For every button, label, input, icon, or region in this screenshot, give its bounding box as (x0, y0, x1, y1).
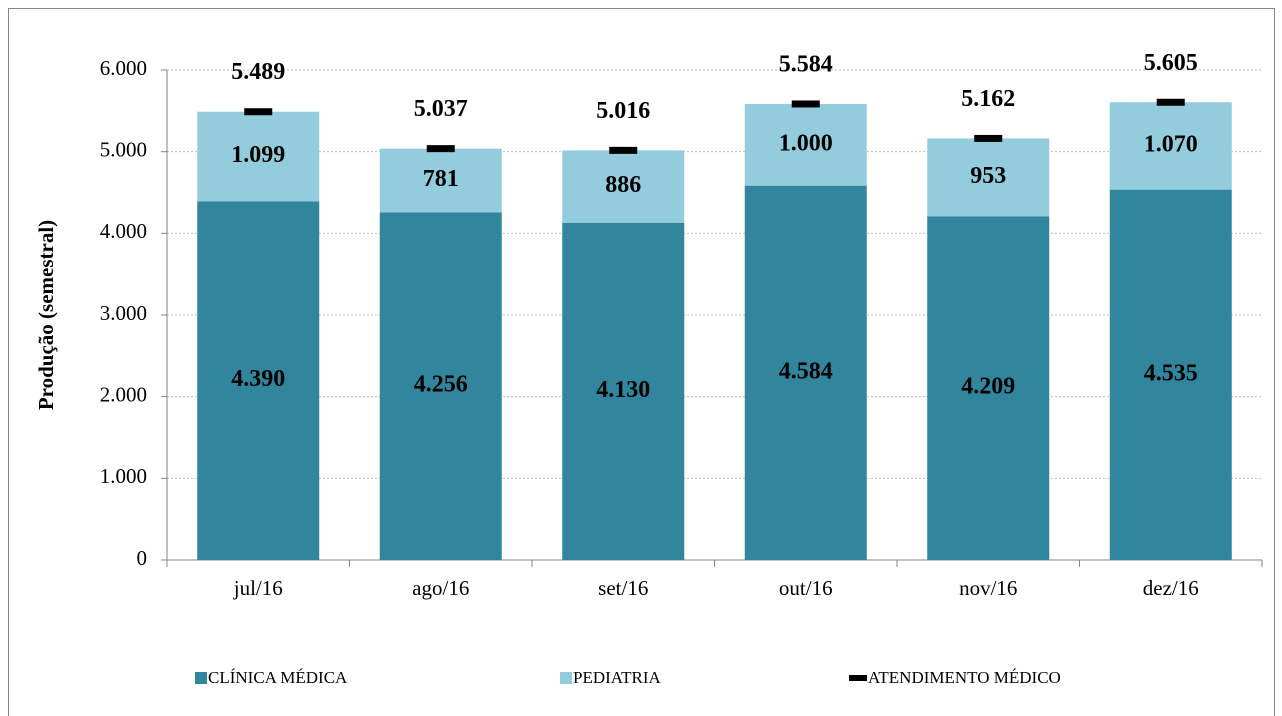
data-label: 4.130 (596, 377, 650, 403)
data-label: 5.037 (414, 96, 468, 122)
data-label: 5.016 (596, 98, 650, 124)
bar-segment (1109, 102, 1232, 190)
legend-swatch (195, 672, 207, 684)
data-label: 1.000 (779, 130, 833, 156)
y-axis-label: Produção (semestral) (34, 220, 58, 410)
y-tick-label: 4.000 (100, 219, 147, 243)
data-label: 4.584 (779, 358, 833, 384)
data-label: 1.099 (231, 142, 285, 168)
marker (974, 134, 1003, 142)
bar-segment (927, 216, 1050, 560)
y-tick-label: 1.000 (100, 464, 147, 488)
legend-swatch (849, 675, 867, 681)
x-tick-label: ago/16 (412, 576, 469, 600)
data-label: 1.070 (1144, 131, 1198, 157)
x-tick-label: jul/16 (233, 576, 283, 600)
marker (426, 145, 455, 153)
y-tick-label: 6.000 (100, 56, 147, 80)
legend-label: CLÍNICA MÉDICA (208, 668, 348, 687)
data-label: 5.605 (1144, 50, 1198, 76)
chart-border (8, 8, 1275, 716)
marker (1156, 98, 1185, 106)
bar-segment (379, 212, 502, 560)
data-label: 5.584 (779, 51, 833, 77)
data-label: 5.489 (231, 59, 285, 85)
bar-segment (1109, 189, 1232, 560)
data-label: 4.209 (961, 374, 1015, 400)
data-label: 4.256 (414, 372, 468, 398)
data-label: 781 (423, 166, 459, 192)
legend-label: ATENDIMENTO MÉDICO (868, 668, 1061, 687)
data-label: 4.390 (231, 366, 285, 392)
y-tick-label: 0 (137, 546, 148, 570)
data-label: 953 (970, 163, 1006, 189)
legend-swatch (560, 672, 572, 684)
y-tick-label: 3.000 (100, 301, 147, 325)
bar-segment (927, 138, 1050, 217)
x-tick-label: nov/16 (959, 576, 1017, 600)
bar-segment (744, 103, 867, 186)
data-label: 4.535 (1144, 360, 1198, 386)
y-tick-label: 5.000 (100, 137, 147, 161)
bar-segment (197, 201, 320, 560)
bar-segment (197, 111, 320, 202)
data-label: 886 (605, 172, 641, 198)
bar-segment (379, 148, 502, 213)
marker (609, 146, 638, 154)
x-tick-label: set/16 (598, 576, 648, 600)
x-tick-label: dez/16 (1143, 576, 1199, 600)
bar-segment (744, 185, 867, 560)
bar-segment (562, 222, 685, 560)
y-tick-label: 2.000 (100, 382, 147, 406)
bar-segment (562, 150, 685, 223)
marker (791, 100, 820, 108)
x-tick-label: out/16 (779, 576, 833, 600)
legend-label: PEDIATRIA (573, 668, 662, 687)
data-label: 5.162 (961, 86, 1015, 112)
marker (244, 108, 273, 116)
